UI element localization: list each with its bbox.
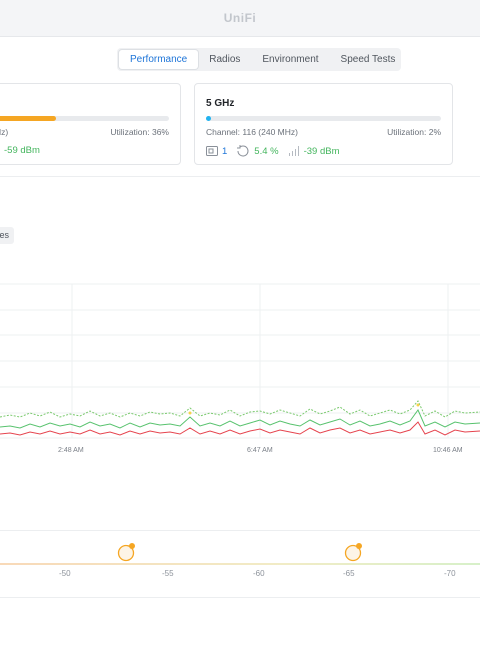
clients-stat: 1 — [206, 146, 227, 157]
scale-tick-label: -60 — [253, 569, 265, 578]
signal-scale-track — [0, 563, 480, 565]
retries-stat: 5.4 % — [236, 145, 279, 157]
signal-value-2-4ghz: -59 dBm — [4, 145, 40, 156]
stats-row-2-4ghz: -59 dBm — [4, 145, 40, 156]
series-red-line — [0, 421, 480, 436]
highlight-point — [416, 403, 420, 407]
performance-tabs: Performance Radios Environment Speed Tes… — [117, 48, 401, 71]
series-green-line — [0, 409, 480, 429]
radio-card-5ghz: 5 GHz Channel: 116 (240 MHz) Utilization… — [194, 83, 453, 165]
utilization-text-2-4ghz: Utilization: 36% — [110, 127, 169, 137]
clients-value: 1 — [222, 145, 228, 157]
signal-marker[interactable] — [343, 541, 365, 563]
signal-stat: -39 dBm — [288, 146, 340, 157]
app-title: UniFi — [223, 11, 257, 25]
utilization-bar-5ghz — [206, 116, 441, 121]
x-axis-label: 6:47 AM — [247, 447, 273, 454]
signal-marker-ring — [117, 544, 135, 562]
client-device-icon — [206, 146, 218, 156]
utilization-bar-2-4ghz — [0, 116, 169, 121]
filter-chip[interactable]: es — [0, 227, 14, 244]
utilization-text-5ghz: Utilization: 2% — [387, 127, 441, 137]
channel-text-2-4ghz: Hz) — [0, 127, 9, 137]
utilization-bar-fill-5ghz — [206, 116, 211, 121]
retry-icon — [237, 145, 249, 157]
radio-title-5ghz: 5 GHz — [206, 98, 235, 109]
signal-marker-ring — [344, 544, 362, 562]
signal-marker-dot — [129, 543, 135, 549]
scale-divider-top — [0, 530, 480, 531]
x-axis-label: 10:46 AM — [433, 447, 463, 454]
tab-speed-tests[interactable]: Speed Tests — [340, 54, 396, 65]
series-dotted-line — [0, 400, 480, 418]
chart-grid — [0, 283, 480, 439]
scale-tick-label: -65 — [343, 569, 355, 578]
section-divider — [0, 176, 480, 177]
signal-value-5ghz: -39 dBm — [303, 145, 340, 157]
signal-marker[interactable] — [116, 541, 138, 563]
channel-text-5ghz: Channel: 116 (240 MHz) — [206, 127, 298, 137]
signal-strength-icon — [288, 146, 299, 156]
radio-card-2-4ghz: Hz) Utilization: 36% -59 dBm — [0, 83, 181, 165]
tab-performance[interactable]: Performance — [119, 50, 199, 69]
retries-value: 5.4 % — [254, 145, 279, 157]
performance-chart — [0, 283, 480, 439]
signal-marker-dot — [356, 543, 362, 549]
x-axis-label: 2:48 AM — [58, 447, 84, 454]
tab-environment[interactable]: Environment — [262, 54, 319, 65]
scale-tick-label: -55 — [162, 569, 174, 578]
scale-tick-label: -70 — [444, 569, 456, 578]
highlight-point — [188, 411, 192, 415]
tab-radios[interactable]: Radios — [209, 54, 241, 65]
top-bar: UniFi — [0, 0, 480, 37]
stats-row-5ghz: 1 5.4 % -39 dBm — [206, 145, 340, 157]
scale-tick-label: -50 — [59, 569, 71, 578]
scale-divider-bottom — [0, 597, 480, 598]
utilization-bar-fill-2-4ghz — [0, 116, 56, 121]
